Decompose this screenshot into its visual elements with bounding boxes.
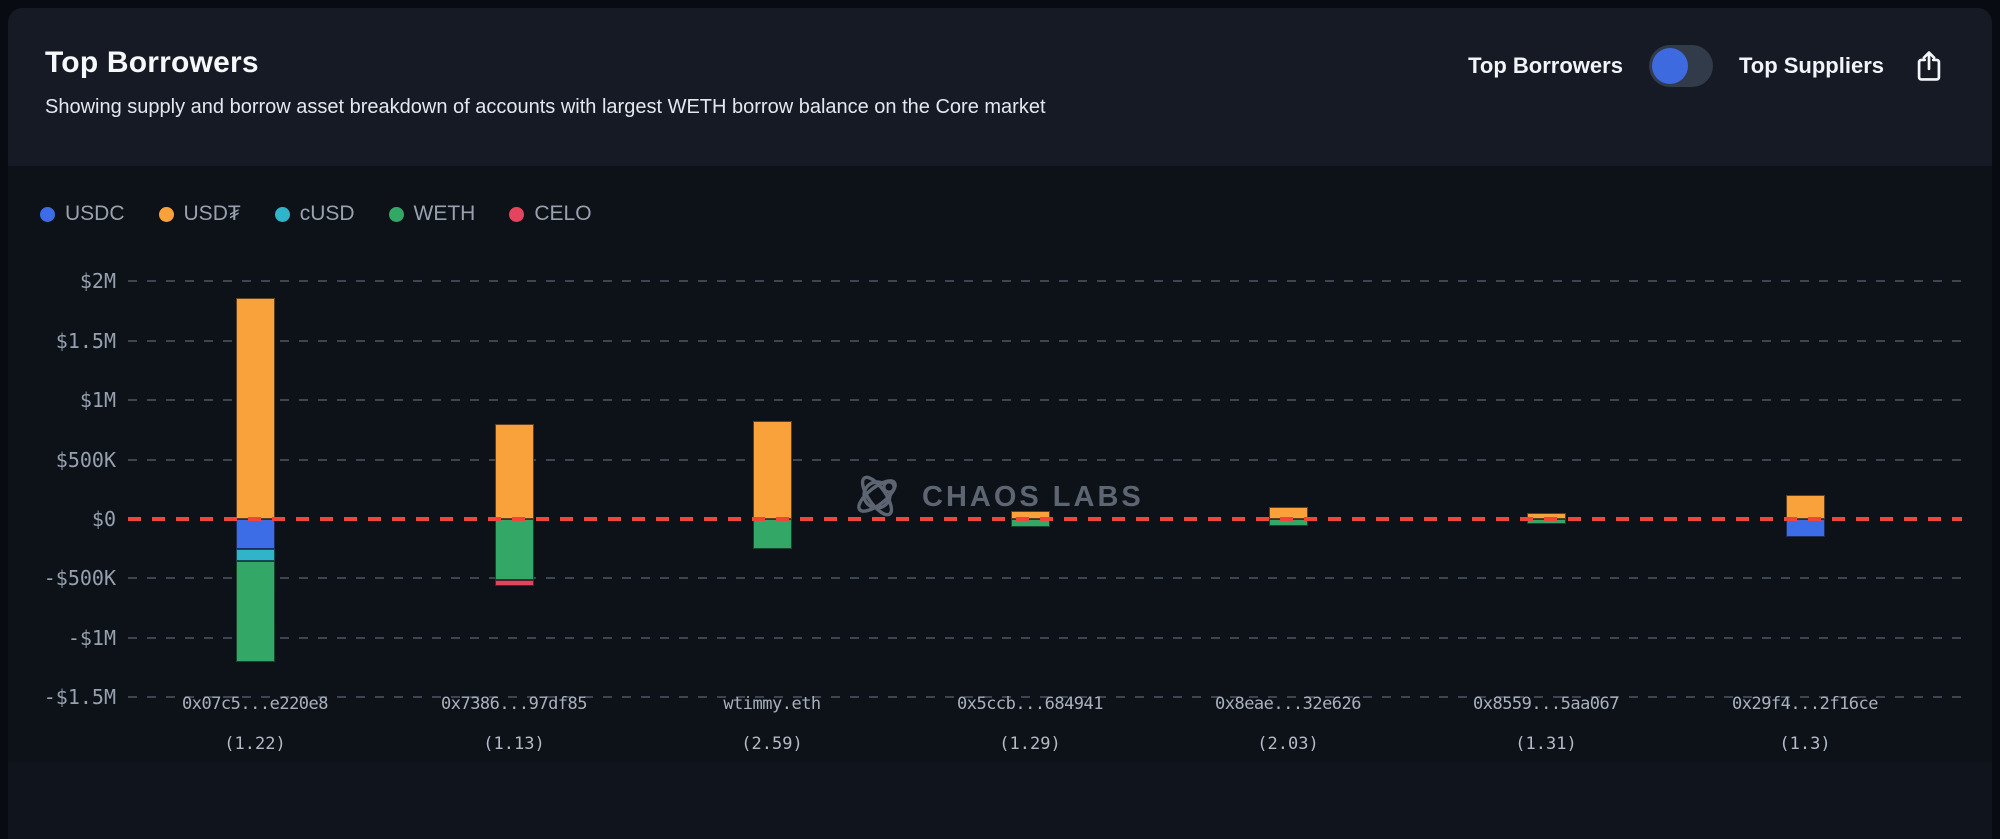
legend-dot-icon xyxy=(388,206,404,222)
y-axis-tick: $2M xyxy=(79,269,116,294)
y-axis-tick: -$500K xyxy=(43,566,116,591)
gridline xyxy=(128,280,1962,283)
share-upload-icon xyxy=(1917,51,1941,81)
y-axis-tick: $0 xyxy=(91,507,116,531)
supply-bar-segment-USD₮[interactable] xyxy=(1785,495,1825,519)
view-controls: Top Borrowers Top Suppliers xyxy=(1468,44,1948,88)
x-axis-health-factor-label: (1.13) xyxy=(483,734,545,754)
toggle-left-label[interactable]: Top Borrowers xyxy=(1468,53,1623,78)
toggle-knob xyxy=(1651,48,1688,84)
watermark-text: CHAOS LABS xyxy=(922,480,1144,513)
gridline xyxy=(128,577,1962,580)
y-axis-tick: -$1.5M xyxy=(43,685,116,710)
borrow-bar-segment-CELO[interactable] xyxy=(494,580,534,587)
legend-item-usdc[interactable]: USDC xyxy=(40,202,125,226)
chaos-labs-atom-logo xyxy=(857,475,897,517)
y-axis-tick: $500K xyxy=(55,447,116,472)
page-subtitle: Showing supply and borrow asset breakdow… xyxy=(45,96,1046,118)
borrow-bar-segment-USDC[interactable] xyxy=(1785,519,1825,537)
legend-dot-icon xyxy=(40,206,55,222)
supply-bar-segment-USD₮[interactable] xyxy=(235,298,275,519)
legend-item-weth[interactable]: WETH xyxy=(388,202,476,226)
page-title: Top Borrowers xyxy=(45,46,259,79)
legend-dot-icon xyxy=(509,206,525,222)
x-axis-account-label: 0x29f4...2f16ce xyxy=(1731,694,1879,714)
x-axis-health-factor-label: (1.31) xyxy=(1515,734,1577,754)
borrow-bar-segment-WETH[interactable] xyxy=(494,519,534,581)
legend-label: WETH xyxy=(413,202,476,225)
gridline xyxy=(128,458,1962,461)
x-axis-account-label: 0x8559...5aa067 xyxy=(1472,694,1620,714)
x-axis-health-factor-label: (1.29) xyxy=(999,734,1061,754)
legend-item-usd₮[interactable]: USD₮ xyxy=(158,202,241,226)
gridline xyxy=(128,696,1962,699)
legend-label: CELO xyxy=(534,202,592,225)
x-axis-account-label: 0x07c5...e220e8 xyxy=(181,694,329,714)
x-axis-health-factor-label: (2.59) xyxy=(741,734,803,754)
x-axis-health-factor-label: (1.3) xyxy=(1779,734,1831,754)
y-axis-tick: $1M xyxy=(79,388,116,413)
gridline xyxy=(128,399,1962,402)
gridline xyxy=(128,636,1962,639)
legend-label: USD₮ xyxy=(183,202,241,225)
chart-panel xyxy=(8,166,1992,762)
share-button[interactable] xyxy=(1910,47,1948,85)
legend-label: USDC xyxy=(65,202,125,225)
x-axis-account-label: wtimmy.eth xyxy=(723,694,821,714)
toggle-right-label[interactable]: Top Suppliers xyxy=(1738,53,1884,78)
legend-dot-icon xyxy=(274,206,290,222)
y-axis-tick: -$1M xyxy=(67,625,116,650)
borrow-bar-segment-WETH[interactable] xyxy=(752,519,792,550)
view-toggle-switch[interactable] xyxy=(1648,45,1713,87)
footer-panel xyxy=(8,762,1992,839)
legend-label: cUSD xyxy=(299,202,355,225)
borrow-bar-segment-USDC[interactable] xyxy=(235,519,275,550)
x-axis-health-factor-label: (1.22) xyxy=(224,734,286,754)
legend-item-cusd[interactable]: cUSD xyxy=(274,202,355,226)
x-axis-account-label: 0x8eae...32e626 xyxy=(1214,694,1362,714)
borrow-bar-segment-WETH[interactable] xyxy=(235,561,275,662)
x-axis-account-label: 0x5ccb...684941 xyxy=(956,694,1104,714)
gridline xyxy=(128,339,1962,342)
chart-legend: USDC USD₮ cUSD WETH CELO xyxy=(40,202,592,226)
header-panel xyxy=(8,8,1992,166)
y-axis-tick: $1.5M xyxy=(55,328,116,353)
watermark: CHAOS LABS xyxy=(852,468,1144,526)
supply-bar-segment-USD₮[interactable] xyxy=(494,423,534,519)
x-axis-health-factor-label: (2.03) xyxy=(1257,734,1319,754)
supply-bar-segment-USD₮[interactable] xyxy=(752,420,792,519)
x-axis-account-label: 0x7386...97df85 xyxy=(440,694,588,714)
legend-item-celo[interactable]: CELO xyxy=(509,202,592,226)
borrow-bar-segment-cUSD[interactable] xyxy=(235,549,275,562)
zero-gridline xyxy=(128,517,1962,521)
legend-dot-icon xyxy=(158,206,174,222)
